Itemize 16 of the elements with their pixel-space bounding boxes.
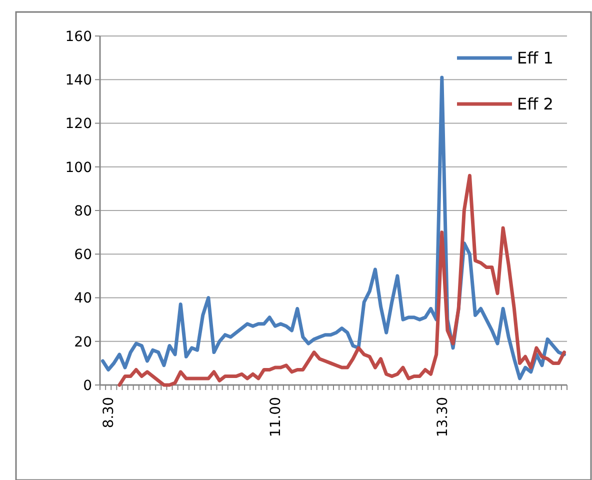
x-tick-label: 13.30	[434, 397, 451, 438]
y-tick-label: 0	[83, 378, 92, 394]
x-tick-label: 8.30	[101, 397, 118, 428]
y-tick-label: 160	[65, 28, 92, 45]
y-tick-label: 60	[74, 247, 92, 264]
y-tick-label: 80	[74, 203, 92, 220]
line-series	[118, 174, 566, 387]
x-tick-label: 11.00	[268, 397, 284, 438]
y-tick-label: 120	[65, 116, 92, 132]
line-series	[101, 76, 566, 380]
legend-label: Eff 1	[517, 48, 554, 68]
y-tick-label: 140	[65, 72, 92, 89]
y-tick-label: 100	[65, 160, 92, 176]
y-tick-label: 20	[74, 334, 92, 350]
y-tick-label: 40	[74, 290, 92, 307]
legend-label: Eff 2	[517, 94, 554, 114]
